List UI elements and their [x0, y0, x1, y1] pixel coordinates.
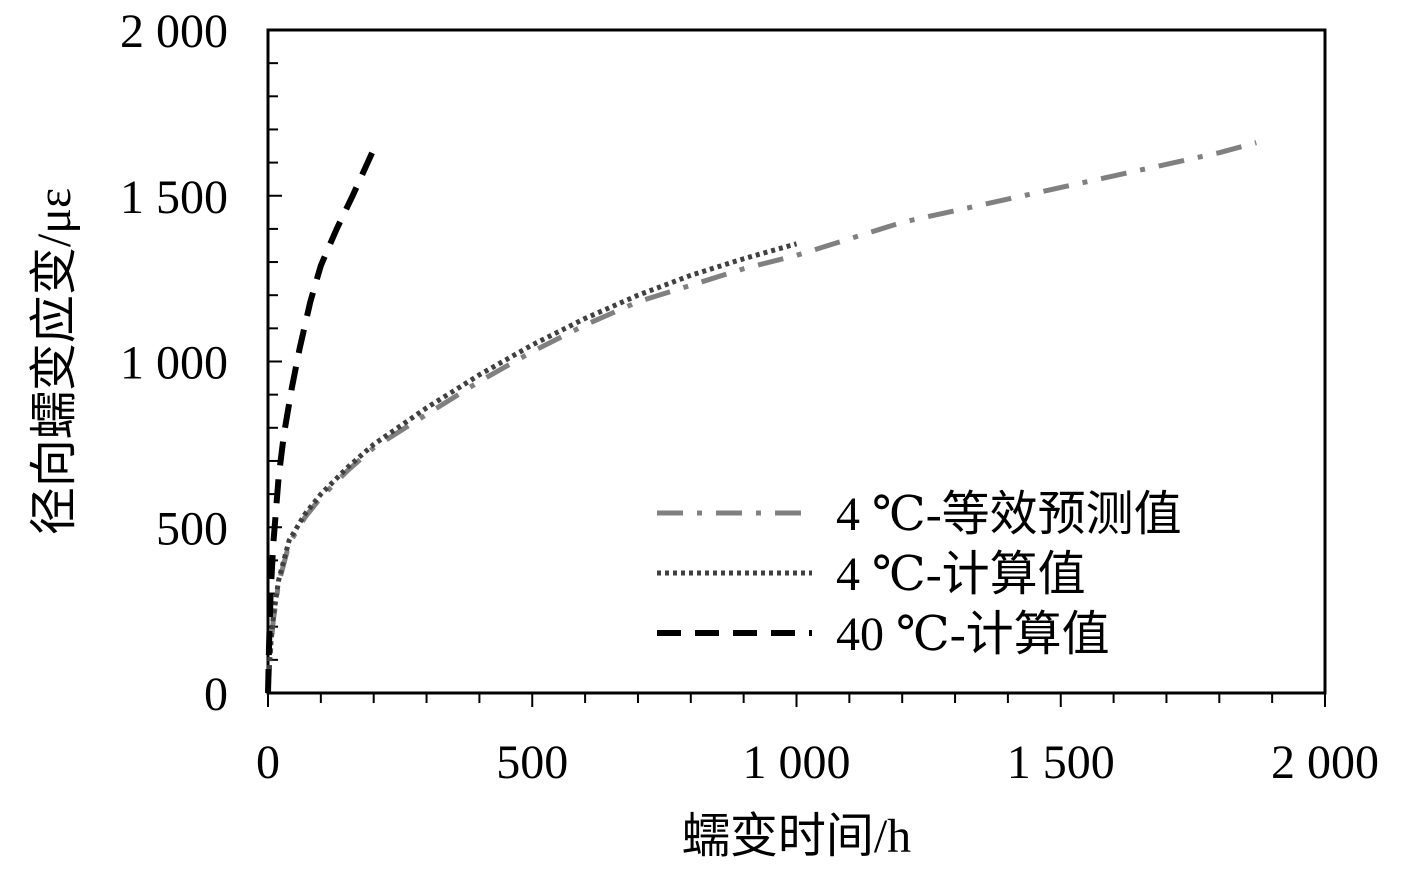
series-layer [265, 140, 1257, 694]
x-tick-label: 2 000 [1271, 736, 1379, 789]
legend: 4 ℃-等效预测值 4 ℃-计算值 40 ℃-计算值 [657, 488, 1182, 661]
x-tick-label: 500 [496, 736, 568, 789]
legend-label-1: 4 ℃-等效预测值 [836, 488, 1182, 541]
tick-labels: 0 500 1 000 1 500 2 000 0 500 1 000 1 500 2 000 [120, 5, 1379, 789]
y-tick-label: 1 000 [120, 337, 228, 390]
x-tick-label: 1 000 [743, 736, 851, 789]
y-tick-label: 1 500 [120, 171, 228, 224]
x-tick-label: 0 [256, 736, 280, 789]
y-tick-label: 2 000 [120, 5, 228, 58]
x-axis-title: 蠕变时间/h [682, 810, 911, 863]
x-tick-label: 1 500 [1007, 736, 1115, 789]
axis-ticks [267, 29, 1326, 707]
series-line-3 [265, 148, 377, 694]
y-axis-title: 径向蠕变应变/με [28, 188, 81, 535]
plot-border [266, 28, 1327, 695]
y-tick-label: 0 [204, 668, 228, 721]
legend-label-2: 4 ℃-计算值 [836, 548, 1086, 601]
plot-frame [266, 28, 1327, 695]
series-line-2 [265, 241, 798, 694]
y-tick-label: 500 [156, 502, 228, 555]
legend-label-3: 40 ℃-计算值 [836, 608, 1110, 661]
